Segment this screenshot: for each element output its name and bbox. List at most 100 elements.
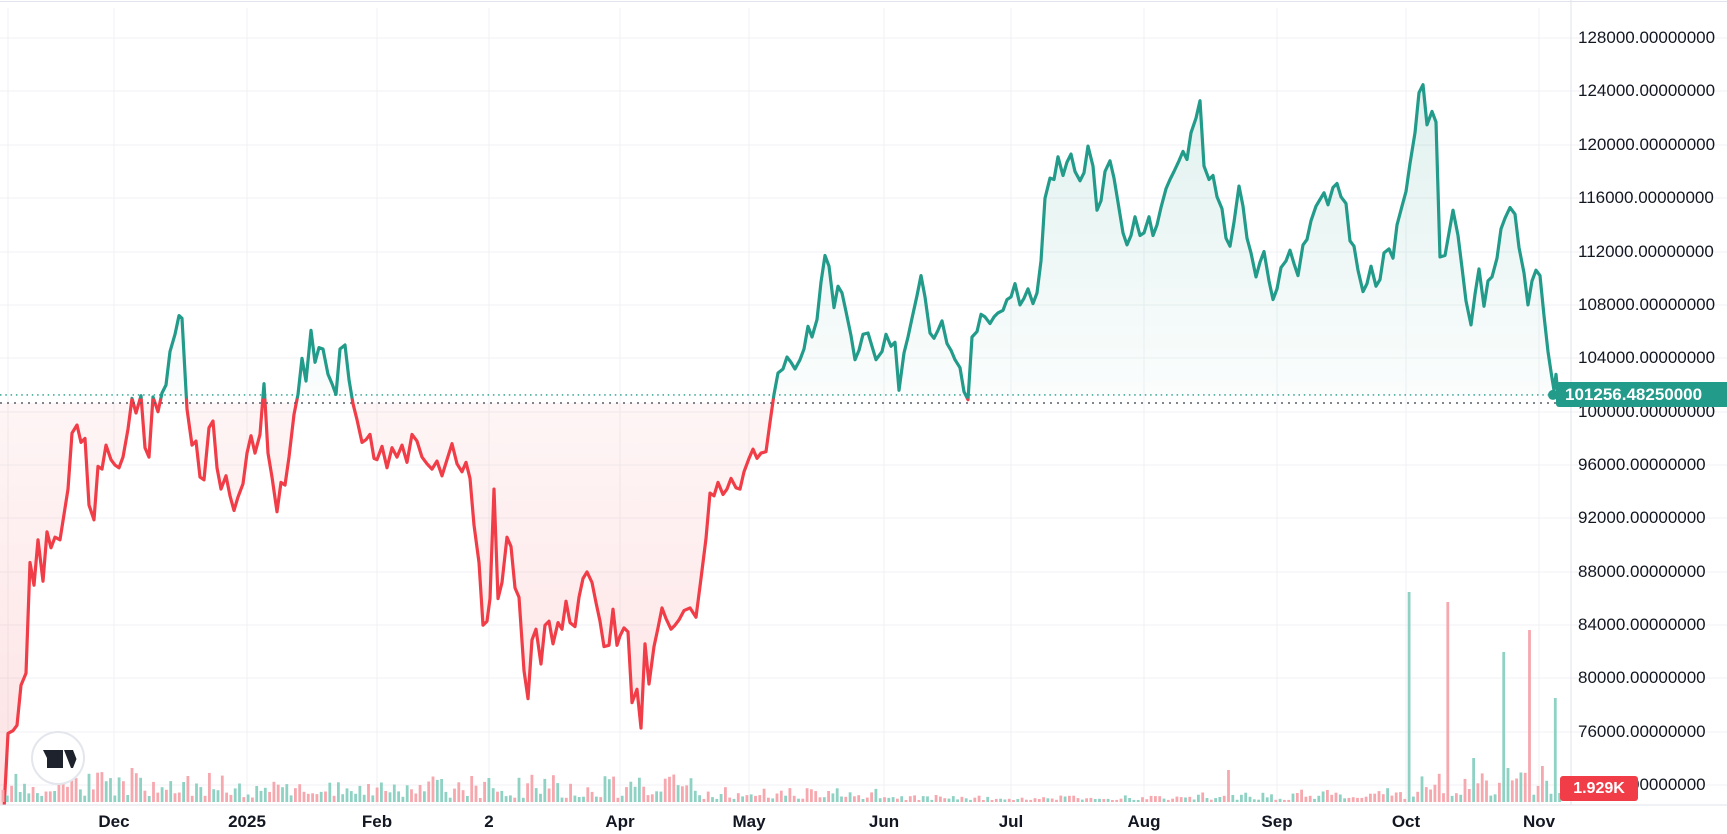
volume-bar-up [831, 793, 835, 802]
time-axis-label: Jun [868, 812, 900, 831]
volume-bar-down [681, 786, 684, 802]
volume-bar-down [1528, 630, 1531, 802]
volume-bar-down [1089, 797, 1093, 802]
volume-bar-down [384, 791, 388, 802]
price-axis-label: 120000.00000000 [1578, 135, 1716, 154]
volume-bar-up [466, 796, 469, 802]
volume-bar-down [977, 795, 981, 802]
volume-bar-down [242, 797, 246, 802]
volume-bar-up [874, 788, 878, 802]
volume-bar-down [1364, 796, 1368, 802]
volume-bar-down [1442, 793, 1445, 802]
volume-bar-up [1240, 794, 1243, 802]
volume-bar-up [784, 795, 787, 802]
volume-bar-up [822, 797, 826, 802]
volume-bar-down [599, 797, 603, 802]
price-axis-label: 100000.00000000 [1578, 402, 1716, 421]
volume-bar-down [745, 795, 749, 802]
volume-bar-down [74, 778, 78, 802]
time-axis-label: Aug [1127, 812, 1161, 831]
volume-bar-down [917, 800, 921, 802]
volume-bar-down [1541, 766, 1544, 802]
volume-bar-up [1184, 797, 1187, 802]
volume-bar-down [268, 791, 271, 802]
volume-bar-up [1502, 652, 1506, 802]
volume-bar-up [371, 795, 375, 802]
volume-bar-down [100, 772, 104, 802]
volume-bar-down [225, 792, 228, 802]
volume-bar-down [724, 787, 727, 802]
volume-bar-down [306, 793, 310, 802]
volume-bar-up [1128, 798, 1131, 802]
volume-bar-down [590, 791, 594, 802]
volume-bar-down [276, 784, 280, 802]
volume-bar-up [1317, 795, 1321, 802]
price-axis-label: 116000.00000000 [1578, 188, 1714, 207]
volume-bar-down [904, 800, 908, 802]
price-line-down [2, 398, 970, 805]
volume-bar-up [1270, 794, 1273, 802]
price-axis-label: 112000.00000000 [1578, 242, 1714, 261]
volume-bar-down [702, 798, 706, 802]
volume-bar-down [513, 797, 517, 802]
volume-bar-up [1123, 795, 1127, 802]
volume-bar-down [122, 781, 125, 802]
volume-bar-down [646, 795, 650, 802]
volume-bar-down [1209, 799, 1213, 802]
volume-bar-down [44, 791, 48, 802]
volume-bar-down [908, 796, 912, 802]
time-axis-label: Dec [98, 812, 130, 831]
volume-bar-up [900, 796, 904, 802]
volume-bar-down [1076, 798, 1080, 802]
volume-bar-up [595, 796, 598, 802]
volume-bar-down [943, 798, 947, 802]
volume-bar-down [1141, 797, 1144, 802]
volume-bar-up [926, 796, 929, 802]
volume-bar-down [814, 791, 818, 802]
volume-bars[interactable] [1, 592, 1561, 802]
volume-bar-down [1115, 799, 1119, 802]
volume-bar-down [1042, 797, 1045, 802]
volume-bar-up [930, 799, 934, 802]
volume-bar-up [5, 795, 9, 802]
volume-bar-up [878, 798, 882, 802]
volume-badge: 1.929K [1560, 776, 1638, 801]
volume-bar-down [973, 797, 977, 802]
volume-bar-up [362, 794, 366, 802]
volume-bar-down [1394, 792, 1398, 802]
volume-bar-down [1050, 798, 1054, 802]
volume-bar-up [539, 793, 542, 802]
volume-bar-up [689, 778, 693, 802]
volume-bar-up [969, 799, 972, 802]
volume-bar-up [500, 790, 504, 802]
volume-bar-down [775, 793, 779, 802]
last-price-badge: 101256.48250000 [1556, 382, 1727, 407]
volume-bar-up [676, 785, 680, 802]
volume-bar-up [1136, 800, 1140, 802]
volume-bar-down [865, 797, 869, 802]
volume-bar-up [1093, 799, 1097, 802]
volume-bar-down [625, 787, 628, 802]
volume-bar-down [1179, 797, 1183, 802]
volume-bar-down [156, 792, 160, 802]
volume-bar-up [27, 793, 31, 802]
time-axis-label: Feb [361, 812, 393, 831]
volume-bar-down [1166, 799, 1170, 802]
volume-bar-down [1012, 800, 1015, 802]
volume-bar-down [96, 772, 99, 802]
volume-bar-down [883, 797, 886, 802]
volume-bar-up [1205, 798, 1209, 802]
volume-bar-up [556, 783, 560, 802]
volume-bar-up [1519, 772, 1523, 802]
tradingview-logo[interactable] [30, 730, 86, 786]
volume-bar-down [1188, 796, 1192, 802]
volume-bar-down [728, 797, 732, 802]
volume-bar-up [444, 791, 448, 802]
volume-bar-up [380, 782, 383, 802]
volume-bar-down [165, 789, 168, 802]
volume-bar-up [1545, 780, 1549, 802]
volume-bar-up [1016, 799, 1020, 802]
volume-bar-up [233, 788, 237, 802]
